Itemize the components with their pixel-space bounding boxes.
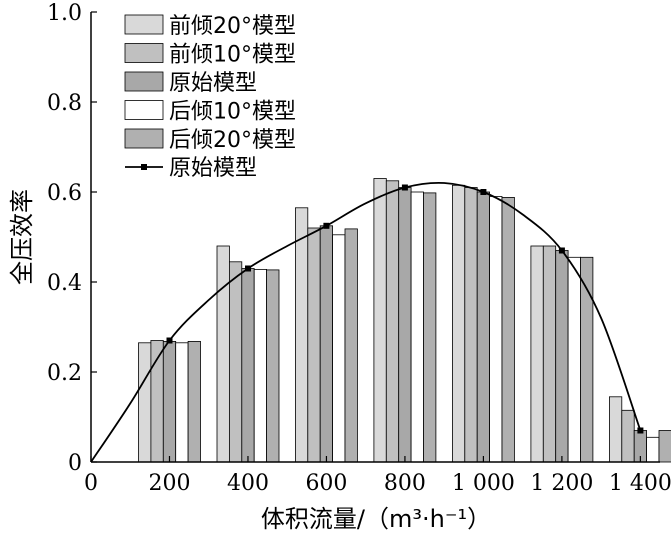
bar (621, 409, 635, 463)
bar (241, 268, 255, 463)
legend-swatch (124, 128, 164, 149)
bar (555, 250, 569, 463)
curve-marker (401, 184, 408, 191)
x-axis-title: 体积流量/（m³·h⁻¹） (261, 505, 491, 533)
bar (542, 245, 557, 463)
bar (530, 245, 544, 463)
bar (489, 196, 503, 463)
legend-swatch (124, 71, 164, 92)
legend-label: 前倾20°模型 (169, 14, 296, 39)
tick-labels: 0 0.2 0.4 0.6 0.8 1.0 0 200 400 600 800 1 000 1 200 1… (47, 1, 671, 496)
bar (162, 340, 177, 463)
curve-marker (166, 337, 173, 344)
legend-line-marker (141, 164, 147, 170)
bar (398, 187, 412, 463)
curve-marker (558, 247, 565, 254)
bar-layer (138, 178, 671, 463)
bar (501, 196, 515, 463)
y-tick-label: 0.8 (47, 91, 82, 116)
bar (266, 269, 280, 463)
bar (187, 340, 201, 463)
bar (228, 261, 243, 463)
legend-label: 后倾10°模型 (169, 100, 296, 125)
x-tick-label: 0 (84, 471, 98, 496)
bar (332, 234, 346, 463)
curve-marker (637, 427, 644, 434)
legend-swatch (124, 14, 164, 35)
y-tick-label: 0.4 (47, 271, 82, 296)
y-tick-label: 1.0 (47, 1, 82, 26)
legend-label: 原始模型 (169, 71, 257, 96)
curve-marker (245, 265, 251, 272)
bar (646, 436, 660, 463)
y-axis-title: 全压效率 (8, 189, 36, 285)
bar (138, 342, 152, 463)
bar (253, 268, 267, 463)
legend-label: 前倾10°模型 (169, 43, 296, 68)
bar (319, 225, 334, 463)
legend-label: 后倾20°模型 (169, 128, 296, 153)
curve-marker (323, 222, 330, 229)
bar (344, 228, 358, 463)
axes (90, 12, 660, 463)
x-tick-label: 200 (148, 471, 190, 496)
y-tick-label: 0 (68, 451, 82, 476)
bar (464, 187, 478, 463)
bar (175, 342, 189, 463)
curve-marker (480, 189, 487, 195)
bar (567, 256, 581, 463)
x-tick-label: 800 (384, 471, 426, 496)
legend-swatch (124, 43, 164, 63)
bar (451, 184, 466, 463)
legend-label: 原始模型 (169, 156, 257, 181)
bar (307, 227, 321, 463)
x-tick-label: 600 (305, 471, 347, 496)
bar (476, 191, 491, 463)
bar (216, 245, 230, 463)
bar (658, 430, 671, 463)
bar (423, 192, 437, 463)
bar (373, 178, 387, 463)
x-tick-label: 400 (227, 471, 269, 496)
x-tick-label: 1 000 (452, 471, 515, 496)
bar (410, 191, 424, 463)
bar (385, 180, 400, 463)
bar (609, 396, 623, 463)
bar (294, 207, 309, 463)
x-tick-label: 1 200 (530, 471, 593, 496)
legend-swatch (124, 100, 164, 120)
y-tick-label: 0.6 (47, 181, 82, 206)
curve-layer (90, 181, 644, 463)
y-tick-label: 0.2 (47, 361, 82, 386)
x-tick-label: 1 400 (609, 471, 671, 496)
